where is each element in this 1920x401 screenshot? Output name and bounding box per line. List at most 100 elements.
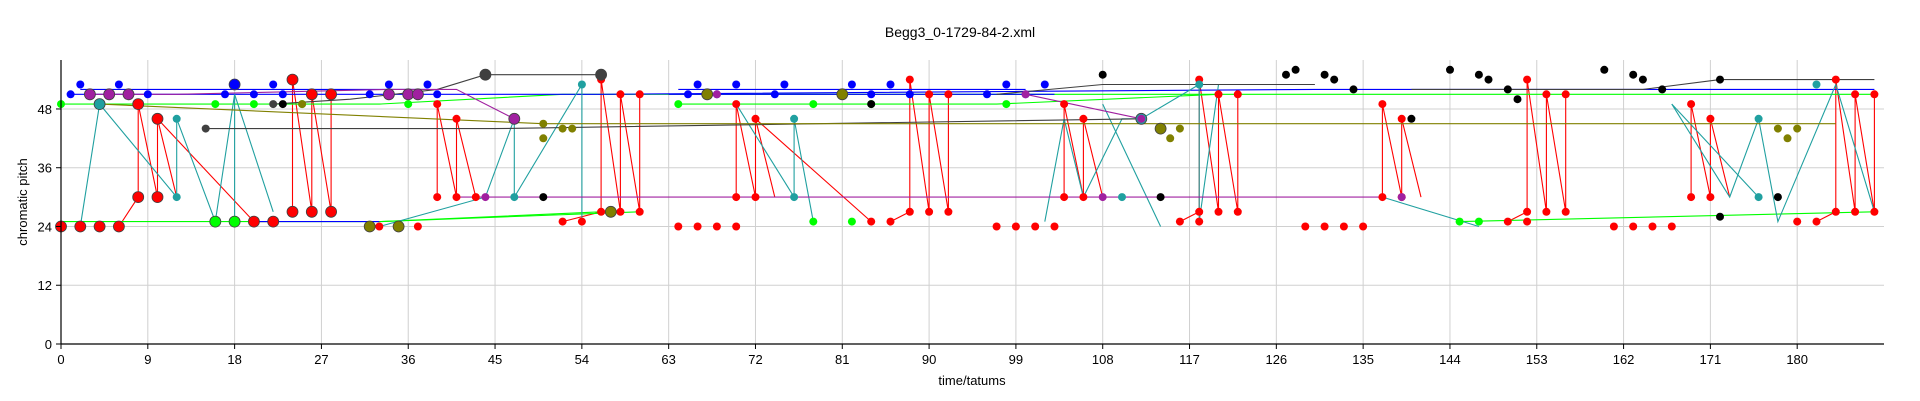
note-point [325, 88, 338, 101]
note-point [616, 207, 625, 216]
note-point [278, 90, 287, 99]
note-point [1648, 222, 1657, 231]
note-point [286, 205, 299, 218]
note-point [423, 80, 432, 89]
note-point [712, 222, 721, 231]
voice-line [99, 103, 1836, 125]
note-point [1773, 124, 1782, 133]
note-point [1118, 193, 1126, 202]
note-point [479, 68, 492, 81]
note-point [172, 114, 181, 123]
note-point [867, 217, 876, 226]
note-point [1667, 222, 1676, 231]
x-tick-label: 54 [575, 352, 589, 367]
note-point [1079, 193, 1088, 202]
note-point [1523, 75, 1532, 84]
note-point [558, 217, 567, 226]
note-point [992, 222, 1001, 231]
note-point [944, 207, 953, 216]
note-point [539, 134, 548, 143]
x-tick-label: 171 [1700, 352, 1722, 367]
x-axis-label: time/tatums [938, 373, 1006, 388]
note-point [1706, 193, 1715, 202]
note-point [228, 78, 241, 91]
note-point [172, 193, 181, 202]
voice-line [735, 103, 795, 198]
note-point [1407, 114, 1416, 123]
note-point [1851, 90, 1860, 99]
y-axis-label: chromatic pitch [15, 158, 30, 245]
note-point [867, 90, 876, 99]
note-point [1339, 222, 1348, 231]
x-ticks: 0 9 18 27 36 45 54 63 72 81 90 99 108 117 126 135 144 153… [57, 344, 1808, 367]
note-point [701, 88, 714, 101]
note-point [1523, 207, 1532, 216]
voice-line [205, 118, 1142, 130]
note-point [221, 90, 229, 99]
note-point [1812, 80, 1821, 89]
note-point [1320, 222, 1329, 231]
note-point [404, 100, 413, 109]
voice-line [61, 93, 1875, 105]
note-point [539, 193, 548, 202]
voice-line [1671, 82, 1875, 224]
voice-line [678, 93, 1219, 105]
x-tick-label: 117 [1179, 352, 1200, 367]
note-point [944, 90, 953, 99]
voice-line [214, 94, 236, 222]
note-point [558, 124, 567, 133]
note-point [1060, 193, 1069, 202]
note-point [382, 88, 395, 101]
note-point [809, 100, 818, 109]
note-point [93, 98, 106, 110]
chart-title: Begg3_0-1729-84-2.xml [885, 24, 1035, 40]
note-point [433, 90, 442, 99]
x-tick-label: 0 [57, 352, 64, 367]
note-point [674, 222, 683, 231]
note-point [249, 90, 258, 99]
note-point [247, 215, 260, 228]
note-point [1851, 207, 1860, 216]
note-point [1195, 217, 1204, 226]
note-point [925, 207, 934, 216]
note-point [286, 73, 299, 86]
note-point [568, 124, 577, 133]
note-point [836, 88, 849, 101]
note-point [1542, 207, 1551, 216]
note-point [209, 215, 222, 228]
note-point [433, 100, 442, 109]
note-point [1282, 70, 1290, 79]
note-point [1513, 95, 1522, 104]
note-point [1716, 212, 1724, 221]
x-tick-label: 144 [1439, 352, 1461, 367]
note-point [1301, 222, 1310, 231]
note-point [269, 100, 278, 109]
note-point [1503, 217, 1512, 226]
note-point [298, 100, 307, 109]
note-point [905, 90, 914, 99]
note-point [452, 114, 461, 123]
y-ticks: 0 12 24 36 48 [38, 102, 61, 352]
note-point [74, 220, 87, 233]
note-point [267, 215, 280, 228]
voice-line [1102, 103, 1162, 227]
note-point [1484, 75, 1493, 84]
x-tick-label: 9 [144, 352, 151, 367]
note-point [452, 193, 461, 202]
note-point [1870, 90, 1879, 99]
note-point [809, 217, 818, 226]
note-point [684, 90, 692, 99]
note-point [1397, 114, 1406, 123]
note-point [1812, 217, 1821, 226]
y-tick-label: 36 [38, 161, 52, 176]
note-point [481, 193, 490, 202]
note-point [113, 220, 125, 233]
note-point [411, 88, 424, 101]
voice-line [1816, 79, 1875, 223]
note-point [577, 217, 586, 226]
note-point [1098, 70, 1107, 79]
note-point [1523, 217, 1532, 226]
note-point [983, 90, 991, 99]
note-point [278, 100, 287, 109]
note-point [114, 80, 123, 89]
